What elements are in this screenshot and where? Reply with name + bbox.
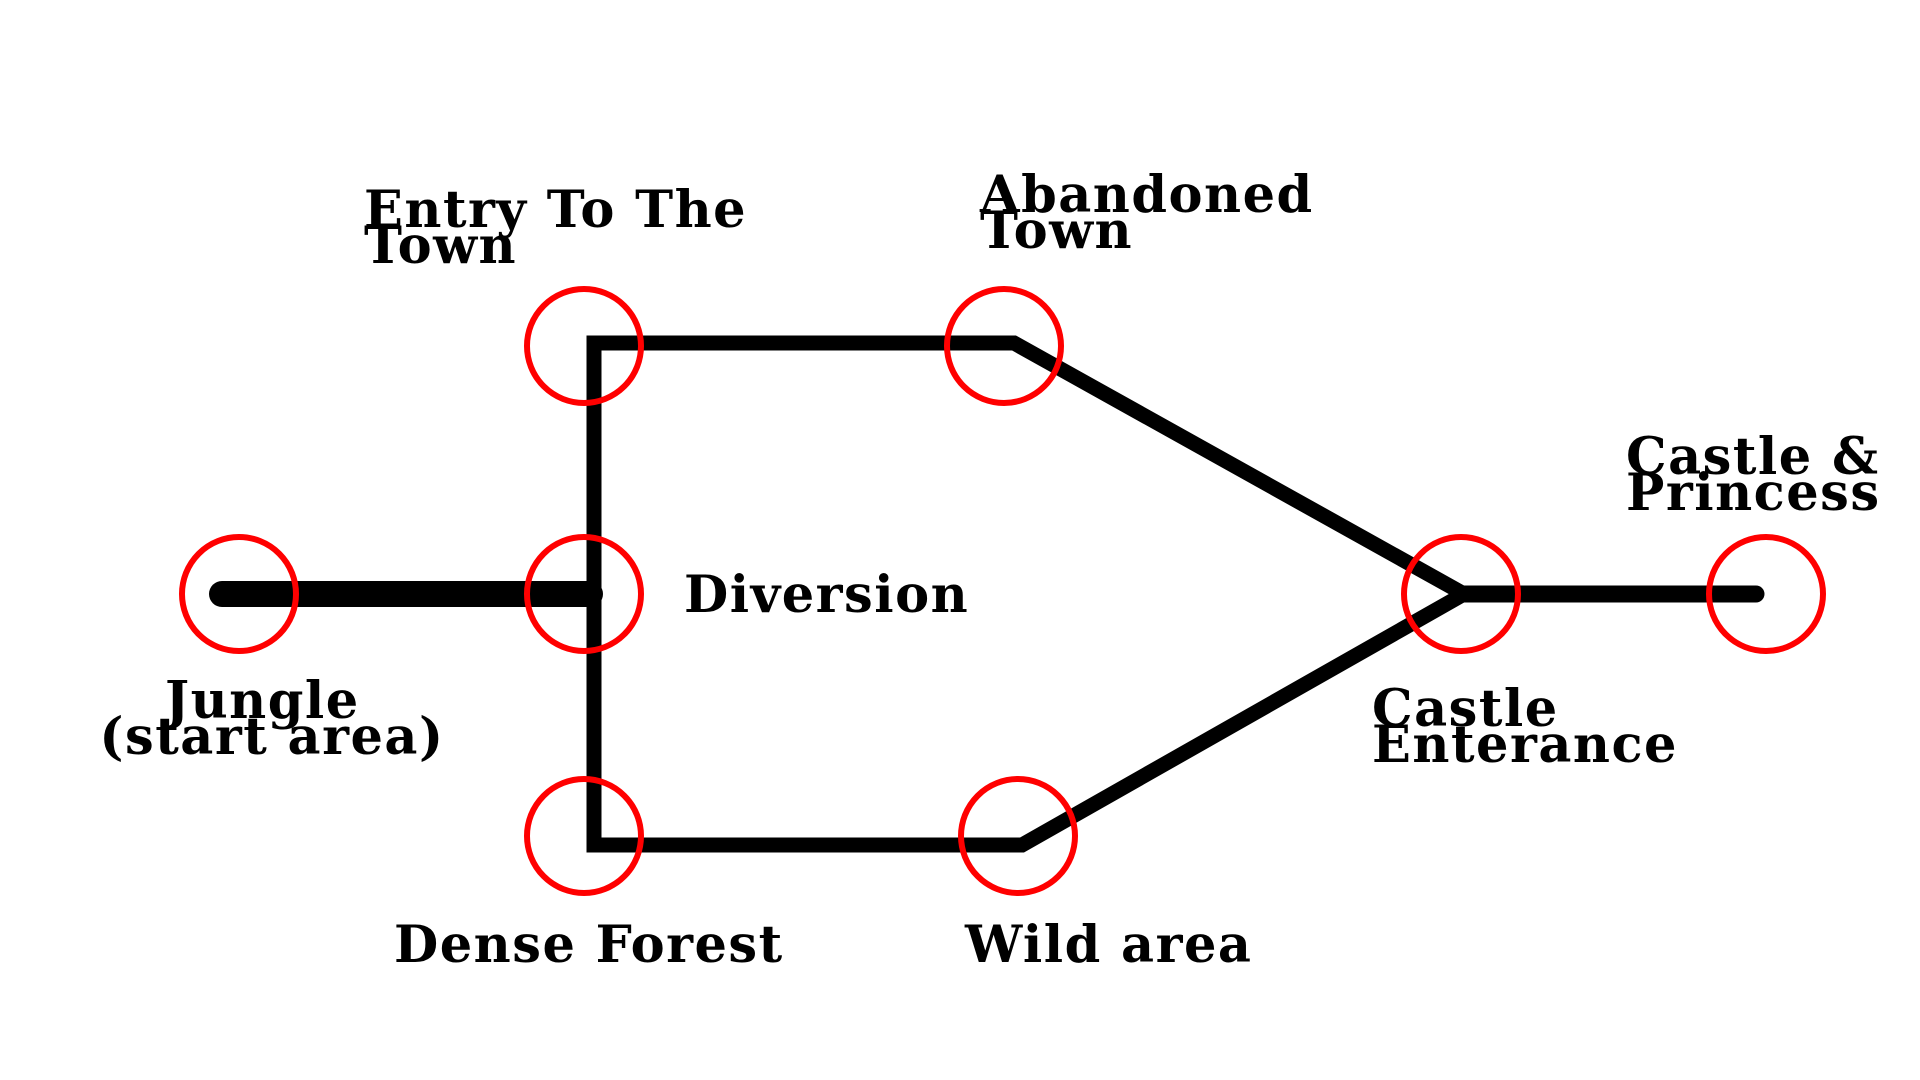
label-entry-town: Entry To The Town — [364, 180, 766, 276]
edge-diversion-to-wild-area — [586, 594, 1018, 853]
edge-abandoned-town-to-castle-entrance — [1008, 335, 1468, 601]
label-dense-forest: Dense Forest — [394, 915, 784, 975]
nodes — [179, 286, 1826, 896]
node-wild-area — [958, 776, 1078, 896]
edge-wild-area-to-castle-entrance — [1016, 587, 1468, 853]
label-wild-area: Wild area — [964, 915, 1252, 975]
label-abandoned-town-line2: Town — [980, 201, 1133, 261]
label-castle-princess: Castle & Princess — [1626, 427, 1899, 523]
label-castle-entrance-line2: Enterance — [1372, 715, 1678, 775]
node-abandoned-town — [944, 286, 1064, 406]
label-diversion-line1: Diversion — [684, 565, 969, 625]
edge-entry-town-to-abandoned-town — [586, 335, 1010, 594]
label-dense-forest-line1: Dense Forest — [394, 915, 784, 975]
label-diversion: Diversion — [684, 565, 969, 625]
label-jungle-line2: (start area) — [99, 707, 444, 767]
label-jungle: Jungle (start area) — [99, 671, 444, 767]
label-entry-town-line1: Entry To The — [364, 180, 747, 240]
label-castle-princess-line1: Castle & — [1626, 427, 1880, 487]
label-abandoned-town: Abandoned Town — [979, 165, 1333, 261]
node-diversion — [524, 534, 644, 654]
label-abandoned-town-line1: Abandoned — [979, 165, 1314, 225]
label-castle-entrance: Castle Enterance — [1372, 679, 1678, 775]
node-castle-princess — [1706, 534, 1826, 654]
label-castle-princess-line2: Princess — [1626, 463, 1881, 523]
label-castle-entrance-line1: Castle — [1372, 679, 1559, 739]
labels: Jungle (start area) Entry To The Town Di… — [99, 165, 1899, 975]
node-dense-forest — [524, 776, 644, 896]
node-entry-town — [524, 286, 644, 406]
label-entry-town-line2: Town — [364, 216, 517, 276]
node-castle-entrance — [1401, 534, 1521, 654]
label-wild-area-line1: Wild area — [964, 915, 1252, 975]
label-jungle-line1: Jungle — [161, 671, 360, 731]
node-jungle — [179, 534, 299, 654]
